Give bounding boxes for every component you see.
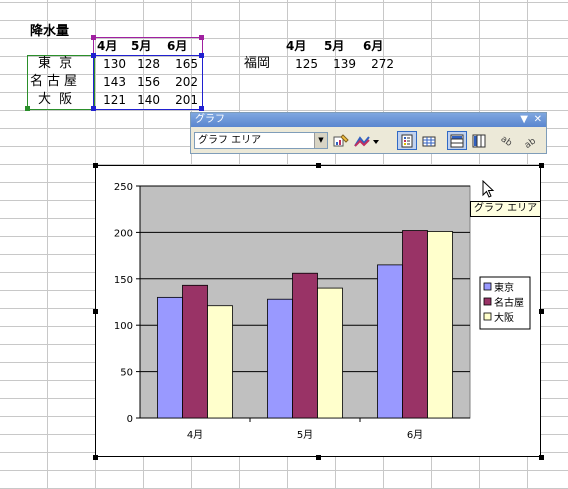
bar-2-1[interactable]	[182, 284, 208, 419]
svg-text:ab: ab	[500, 134, 514, 148]
nagoya-jun[interactable]: 202	[175, 75, 198, 89]
angle-text-down-icon: ab	[500, 134, 514, 148]
values-range	[93, 55, 203, 110]
bar-1-3[interactable]	[377, 264, 403, 419]
by-row-button[interactable]	[447, 131, 467, 150]
bar-1-2[interactable]	[267, 298, 293, 419]
chart-type-button[interactable]	[353, 131, 381, 150]
city-nagoya[interactable]: 名古屋	[30, 74, 82, 89]
by-column-button[interactable]	[469, 131, 489, 150]
range-handle[interactable]	[25, 106, 30, 111]
category-range	[27, 55, 95, 110]
bar-2-3[interactable]	[402, 230, 428, 419]
nagoya-apr[interactable]: 143	[103, 75, 126, 89]
y-tick-label[interactable]: 50	[120, 368, 133, 379]
side-apr[interactable]: 125	[295, 57, 318, 71]
side-header-month-4[interactable]: 4月	[286, 39, 307, 53]
bar-3-2[interactable]	[317, 287, 343, 419]
bar-3-1[interactable]	[207, 305, 233, 419]
city-tokyo[interactable]: 東 京	[38, 56, 75, 71]
chart-tooltip: グラフ エリア	[470, 201, 542, 217]
chart-resize-handle[interactable]	[539, 163, 544, 168]
tokyo-may[interactable]: 128	[137, 57, 160, 71]
x-tick-label[interactable]: 6月	[407, 429, 423, 441]
osaka-jun[interactable]: 201	[175, 93, 198, 107]
side-jun[interactable]: 272	[371, 57, 394, 71]
chart-resize-handle[interactable]	[539, 309, 544, 314]
side-header-month-5[interactable]: 5月	[324, 39, 345, 53]
legend-icon	[401, 134, 413, 147]
bar-1-1[interactable]	[157, 296, 183, 419]
y-tick-label[interactable]: 150	[114, 275, 133, 286]
chart-resize-handle[interactable]	[316, 163, 321, 168]
legend-swatch[interactable]	[483, 312, 492, 321]
mouse-pointer-icon	[482, 180, 495, 198]
legend-swatch[interactable]	[483, 282, 492, 291]
range-handle[interactable]	[91, 53, 96, 58]
chart-type-icon	[354, 135, 379, 147]
side-header-month-6[interactable]: 6月	[363, 39, 384, 53]
chart-resize-handle[interactable]	[316, 455, 321, 460]
angle-text-up-icon: ab	[523, 136, 536, 148]
by-row-icon	[450, 134, 464, 147]
svg-text:ab: ab	[523, 136, 536, 148]
angle-text-down-button[interactable]: ab	[497, 131, 517, 150]
chart-resize-handle[interactable]	[93, 455, 98, 460]
chart-objects-combo[interactable]: グラフ エリア ▼	[194, 132, 328, 149]
chart-toolbar[interactable]: グラフ ▼ ✕ グラフ エリア ▼ ab ab	[190, 112, 547, 154]
nagoya-may[interactable]: 156	[137, 75, 160, 89]
side-may[interactable]: 139	[333, 57, 356, 71]
bar-2-2[interactable]	[292, 272, 318, 419]
range-handle[interactable]	[91, 35, 96, 40]
city-osaka[interactable]: 大 阪	[38, 92, 75, 107]
side-city[interactable]: 福岡	[244, 56, 271, 71]
series-name-range	[93, 37, 203, 56]
legend-label[interactable]: 東京	[494, 281, 514, 294]
toolbar-options-icon[interactable]: ▼	[520, 114, 528, 125]
toolbar-title-bar[interactable]: グラフ ▼ ✕	[191, 113, 546, 127]
close-icon[interactable]: ✕	[533, 114, 542, 125]
y-tick-label[interactable]: 200	[114, 228, 133, 239]
y-tick-label[interactable]: 0	[127, 414, 133, 425]
chart-objects-value: グラフ エリア	[198, 135, 262, 146]
osaka-apr[interactable]: 121	[103, 93, 126, 107]
legend-label[interactable]: 名古屋	[494, 296, 524, 309]
legend-label[interactable]: 大阪	[494, 311, 514, 324]
tokyo-apr[interactable]: 130	[103, 57, 126, 71]
header-month-5[interactable]: 5月	[131, 39, 152, 53]
tokyo-jun[interactable]: 165	[175, 57, 198, 71]
sheet-title[interactable]: 降水量	[30, 24, 70, 39]
range-handle[interactable]	[91, 106, 96, 111]
range-handle[interactable]	[199, 35, 204, 40]
toolbar-title: グラフ	[195, 114, 225, 125]
bar-3-3[interactable]	[427, 231, 453, 419]
legend-swatch[interactable]	[483, 297, 492, 306]
format-chart-area-icon	[333, 133, 349, 146]
format-chart-area-button[interactable]	[331, 131, 351, 150]
x-tick-label[interactable]: 4月	[187, 429, 203, 441]
chart-resize-handle[interactable]	[93, 309, 98, 314]
chevron-down-icon[interactable]: ▼	[314, 133, 327, 148]
range-handle[interactable]	[199, 106, 204, 111]
legend-button[interactable]	[397, 131, 417, 150]
x-tick-label[interactable]: 5月	[297, 429, 313, 441]
y-tick-label[interactable]: 250	[114, 182, 133, 193]
header-month-6[interactable]: 6月	[167, 39, 188, 53]
y-tick-label[interactable]: 100	[114, 321, 133, 332]
range-handle[interactable]	[199, 53, 204, 58]
osaka-may[interactable]: 140	[137, 93, 160, 107]
header-month-4[interactable]: 4月	[97, 39, 118, 53]
data-table-button[interactable]	[419, 131, 439, 150]
data-table-icon	[422, 136, 436, 146]
chart-resize-handle[interactable]	[539, 455, 544, 460]
by-column-icon	[472, 134, 486, 147]
chart-resize-handle[interactable]	[93, 163, 98, 168]
angle-text-up-button[interactable]: ab	[519, 131, 539, 150]
